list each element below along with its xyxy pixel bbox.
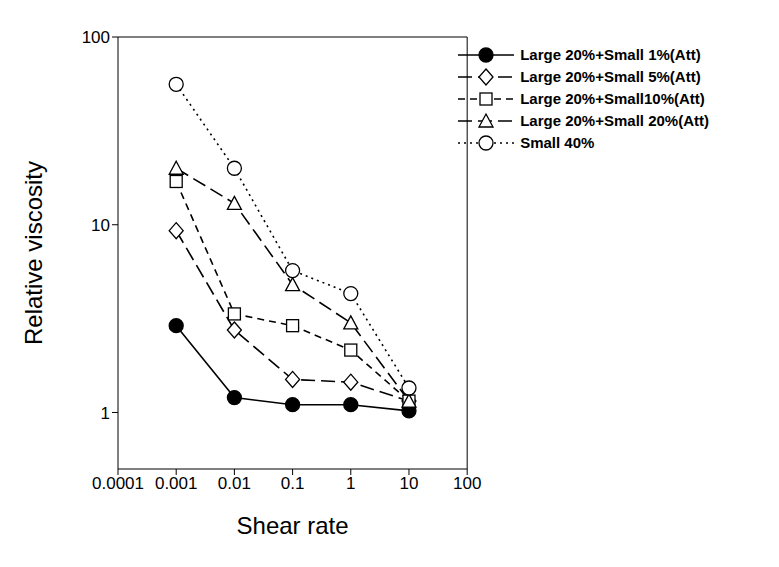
svg-text:10: 10: [91, 216, 110, 235]
html-text:Large 20%+Small 1%(Att): Large 20%+Small 1%(Att): [520, 46, 701, 63]
svg-text:0.001: 0.001: [155, 474, 198, 493]
svg-text:Shear rate: Shear rate: [237, 512, 349, 539]
svg-text:0.0001: 0.0001: [92, 474, 144, 493]
html-text:Large 20%+Small 5%(Att): Large 20%+Small 5%(Att): [520, 68, 701, 85]
svg-text:100: 100: [453, 474, 481, 493]
svg-text:10: 10: [400, 474, 419, 493]
svg-text:1: 1: [346, 474, 355, 493]
svg-text:0.01: 0.01: [218, 474, 251, 493]
svg-text:1: 1: [101, 404, 110, 423]
html-text:Large 20%+Small10%(Att): Large 20%+Small10%(Att): [520, 90, 705, 107]
html-text:Large 20%+Small 20%(Att): Large 20%+Small 20%(Att): [520, 112, 709, 129]
html-text:Small 40%: Small 40%: [520, 134, 595, 151]
svg-text:0.1: 0.1: [281, 474, 305, 493]
svg-text:Relative viscosity: Relative viscosity: [20, 161, 47, 345]
svg-text:100: 100: [82, 28, 110, 47]
